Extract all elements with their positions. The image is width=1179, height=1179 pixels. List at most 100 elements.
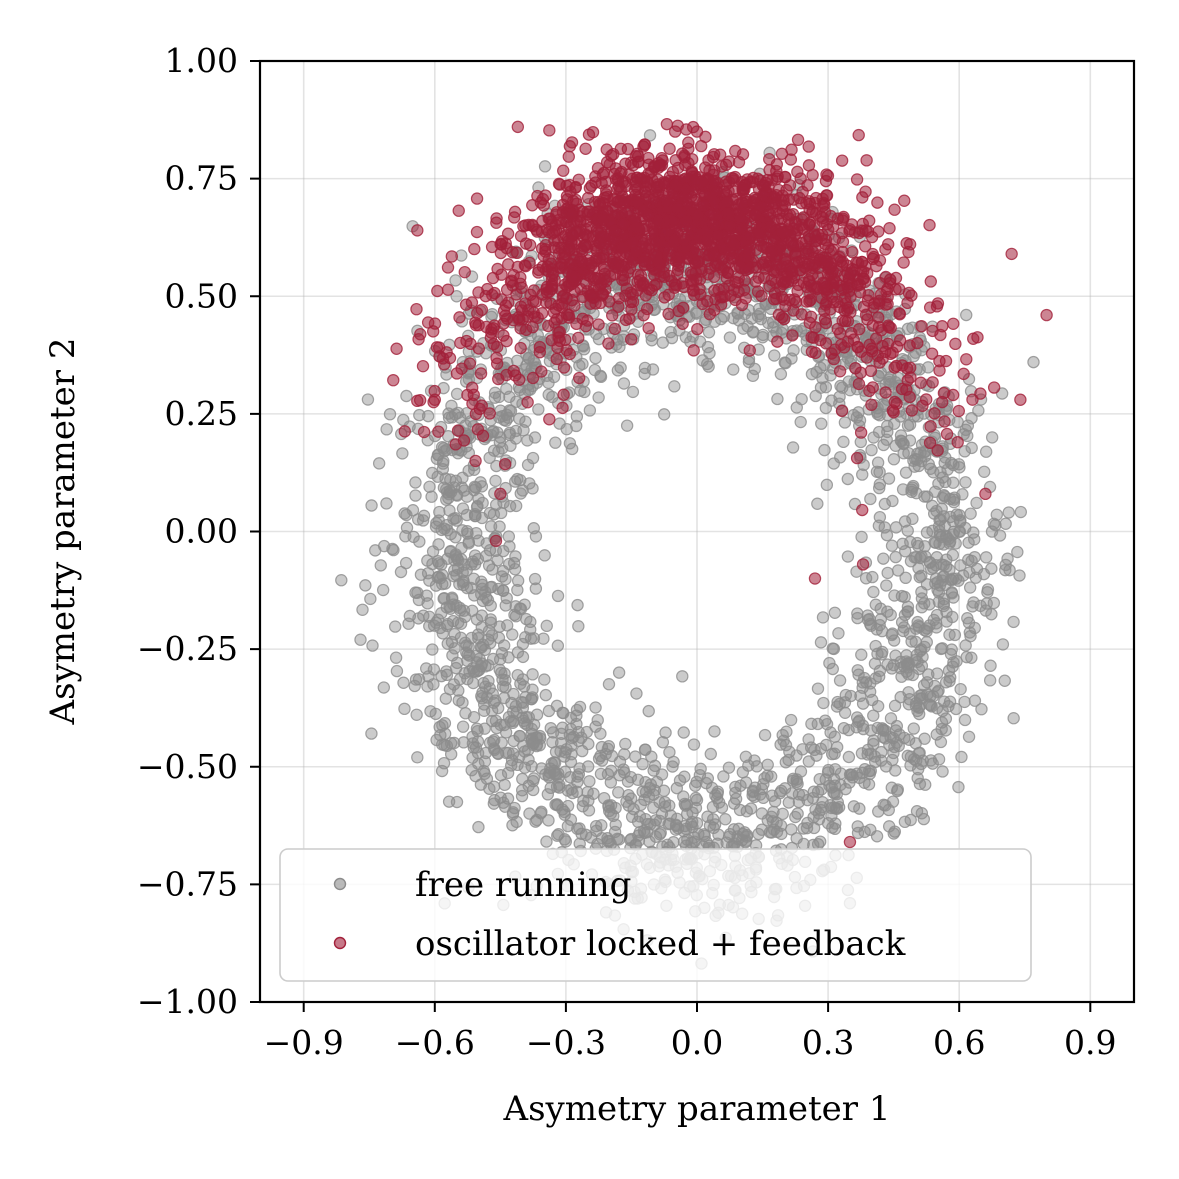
data-point	[738, 826, 751, 839]
data-point	[854, 366, 867, 379]
data-point	[783, 293, 796, 307]
data-point	[873, 254, 887, 267]
data-point	[571, 598, 584, 612]
data-point	[802, 257, 815, 271]
data-point	[592, 318, 605, 331]
data-point	[754, 174, 767, 187]
data-point	[416, 514, 430, 527]
data-point	[629, 750, 642, 763]
data-point	[945, 587, 959, 600]
data-point	[778, 782, 792, 795]
data-point	[926, 376, 939, 389]
data-point	[748, 362, 761, 376]
data-point	[638, 138, 652, 151]
data-point	[431, 284, 444, 298]
data-point	[565, 748, 578, 761]
data-point	[885, 539, 899, 552]
data-point	[491, 701, 505, 715]
data-point	[913, 777, 927, 791]
data-point	[755, 823, 769, 836]
x-tick-label: −0.9	[264, 1023, 344, 1062]
data-point	[725, 252, 739, 265]
data-point	[483, 407, 496, 420]
data-point	[711, 787, 724, 801]
data-point	[763, 279, 776, 293]
data-point	[926, 324, 939, 338]
data-point	[931, 685, 944, 699]
data-point	[560, 343, 573, 357]
data-point	[1007, 615, 1020, 629]
data-point	[400, 389, 413, 403]
data-point	[425, 490, 438, 503]
legend-label-oscillator-locked: oscillator locked + feedback	[415, 924, 906, 964]
data-point	[700, 835, 713, 849]
data-point	[380, 497, 393, 510]
data-point	[913, 570, 926, 584]
data-point	[694, 762, 707, 776]
data-point	[542, 264, 555, 278]
data-point	[791, 165, 804, 179]
data-point	[602, 337, 615, 350]
data-point	[1005, 247, 1018, 261]
data-point	[816, 611, 830, 624]
data-point	[747, 325, 760, 338]
data-point	[509, 432, 522, 445]
data-point	[496, 584, 510, 597]
data-point	[494, 431, 507, 444]
data-point	[777, 312, 791, 326]
data-point	[811, 717, 824, 731]
data-point	[953, 525, 966, 538]
data-point	[886, 627, 899, 640]
data-point	[470, 722, 484, 735]
data-point	[625, 832, 638, 846]
data-point	[924, 275, 937, 288]
data-point	[542, 814, 555, 827]
data-point	[410, 708, 423, 721]
data-point	[538, 549, 551, 562]
data-point	[770, 188, 783, 202]
data-point	[485, 714, 499, 728]
data-point	[594, 370, 608, 384]
data-point	[609, 162, 623, 175]
data-point	[374, 559, 387, 572]
y-axis-label: Asymetry parameter 2	[43, 338, 83, 726]
data-point	[860, 676, 873, 689]
data-point	[923, 436, 937, 450]
data-point	[667, 836, 680, 849]
data-point	[620, 419, 634, 432]
data-point	[800, 821, 814, 835]
data-point	[475, 480, 489, 493]
data-point	[642, 704, 655, 718]
data-point	[789, 249, 802, 262]
data-point	[589, 819, 603, 833]
data-point	[458, 265, 471, 279]
data-point	[657, 408, 671, 421]
data-point	[361, 393, 375, 406]
data-point	[784, 713, 798, 727]
data-point	[543, 124, 556, 137]
data-point	[845, 326, 858, 340]
data-point	[656, 336, 670, 349]
data-point	[907, 722, 920, 735]
data-point	[513, 602, 527, 615]
data-point	[663, 142, 676, 155]
data-point	[952, 780, 965, 794]
data-point	[823, 656, 836, 670]
data-point	[870, 465, 884, 478]
data-point	[815, 417, 828, 430]
data-point	[513, 729, 526, 743]
data-point	[611, 364, 625, 377]
data-point	[851, 611, 864, 625]
data-point	[820, 478, 834, 492]
data-point	[865, 398, 878, 412]
data-point	[985, 525, 999, 538]
data-point	[535, 762, 548, 775]
data-point	[898, 194, 911, 207]
data-point	[914, 376, 928, 389]
data-point	[631, 275, 644, 288]
data-point	[428, 393, 441, 406]
data-point	[855, 530, 868, 544]
data-point	[811, 837, 825, 851]
data-point	[826, 662, 839, 676]
data-point	[545, 757, 558, 770]
